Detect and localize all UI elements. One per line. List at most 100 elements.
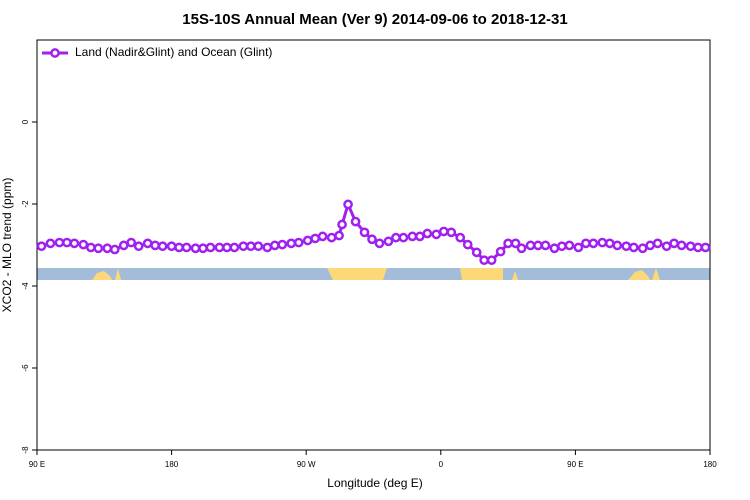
land-south-america — [327, 268, 387, 280]
data-point — [533, 240, 543, 251]
data-point — [700, 242, 711, 253]
x-tick-label: 90 E — [567, 460, 583, 469]
data-point — [685, 241, 696, 252]
data-point — [205, 242, 216, 253]
land-islands — [115, 268, 121, 280]
x-tick-label: 180 — [703, 460, 717, 469]
data-point — [326, 232, 337, 243]
data-point — [343, 199, 353, 210]
data-point — [133, 241, 144, 252]
data-point — [540, 240, 551, 251]
data-point — [661, 241, 672, 252]
data-point — [78, 239, 89, 250]
data-point — [383, 236, 394, 247]
data-point — [628, 242, 639, 253]
data-point — [573, 242, 584, 253]
data-point — [693, 242, 703, 253]
land-islands — [92, 271, 112, 280]
data-point — [126, 237, 137, 248]
data-point — [438, 226, 449, 237]
data-point — [157, 241, 168, 252]
data-point — [564, 240, 575, 251]
data-point — [612, 240, 623, 251]
data-point — [510, 238, 521, 249]
data-point — [214, 242, 225, 253]
data-point — [471, 247, 482, 258]
data-point — [597, 237, 608, 248]
data-point — [262, 242, 273, 253]
legend-marker — [50, 48, 60, 58]
data-point — [118, 240, 129, 251]
land-islands — [628, 270, 650, 280]
data-point — [462, 239, 473, 250]
data-point — [142, 238, 153, 249]
x-tick-label: 90 E — [29, 460, 45, 469]
land-madagascar — [512, 271, 518, 280]
legend-label: Land (Nadir&Glint) and Ocean (Glint) — [75, 45, 272, 59]
surface-strip — [37, 268, 710, 280]
y-tick-label: 0 — [21, 119, 30, 124]
data-point — [181, 242, 192, 253]
data-point — [310, 233, 321, 244]
data-point — [286, 238, 297, 249]
data-point — [557, 241, 567, 252]
x-axis-label: Longitude (deg E) — [327, 476, 422, 490]
x-tick-label: 0 — [439, 460, 444, 469]
data-point — [486, 255, 497, 266]
data-point — [581, 238, 591, 249]
data-point — [391, 232, 401, 243]
data-point — [495, 246, 506, 257]
data-point — [93, 243, 104, 254]
y-tick-label: -2 — [21, 200, 30, 208]
data-point — [431, 229, 442, 240]
data-point — [174, 242, 184, 253]
data-point — [109, 244, 120, 255]
data-point — [246, 241, 256, 252]
data-point — [85, 242, 96, 253]
data-point — [69, 238, 80, 249]
data-point — [238, 241, 249, 252]
data-point — [337, 219, 347, 230]
data-point — [422, 228, 433, 239]
data-point — [253, 241, 264, 252]
data-point — [54, 237, 65, 248]
data-point — [525, 240, 536, 251]
x-tick-label: 180 — [165, 460, 179, 469]
data-point — [229, 242, 240, 253]
data-point — [36, 241, 47, 252]
chart-title: 15S-10S Annual Mean (Ver 9) 2014-09-06 t… — [182, 11, 567, 28]
data-point — [503, 238, 513, 249]
data-point — [676, 240, 687, 251]
data-point — [588, 238, 599, 249]
data-point — [293, 237, 304, 248]
data-point — [45, 238, 56, 249]
data-point — [415, 231, 425, 242]
data-point — [190, 243, 201, 254]
data-point — [455, 232, 466, 243]
data-point — [374, 238, 385, 249]
data-point — [269, 240, 280, 251]
data-point — [407, 231, 418, 242]
y-tick-label: -6 — [21, 364, 30, 372]
data-point — [669, 238, 679, 249]
data-point — [645, 240, 656, 251]
data-point — [398, 232, 409, 243]
data-point — [150, 240, 160, 251]
data-point — [549, 243, 560, 254]
data-point — [479, 255, 490, 266]
land-africa — [460, 268, 503, 280]
data-point — [516, 243, 527, 254]
data-point — [637, 243, 648, 254]
data-point — [102, 243, 113, 254]
data-point — [334, 230, 344, 241]
data-point — [652, 238, 663, 249]
data-point — [359, 227, 370, 238]
data-point — [222, 242, 232, 253]
data-point — [277, 239, 288, 250]
data-point — [350, 216, 361, 227]
data-point — [367, 234, 377, 245]
data-point — [198, 243, 208, 254]
land-islands — [652, 268, 660, 280]
x-tick-label: 90 W — [297, 460, 316, 469]
